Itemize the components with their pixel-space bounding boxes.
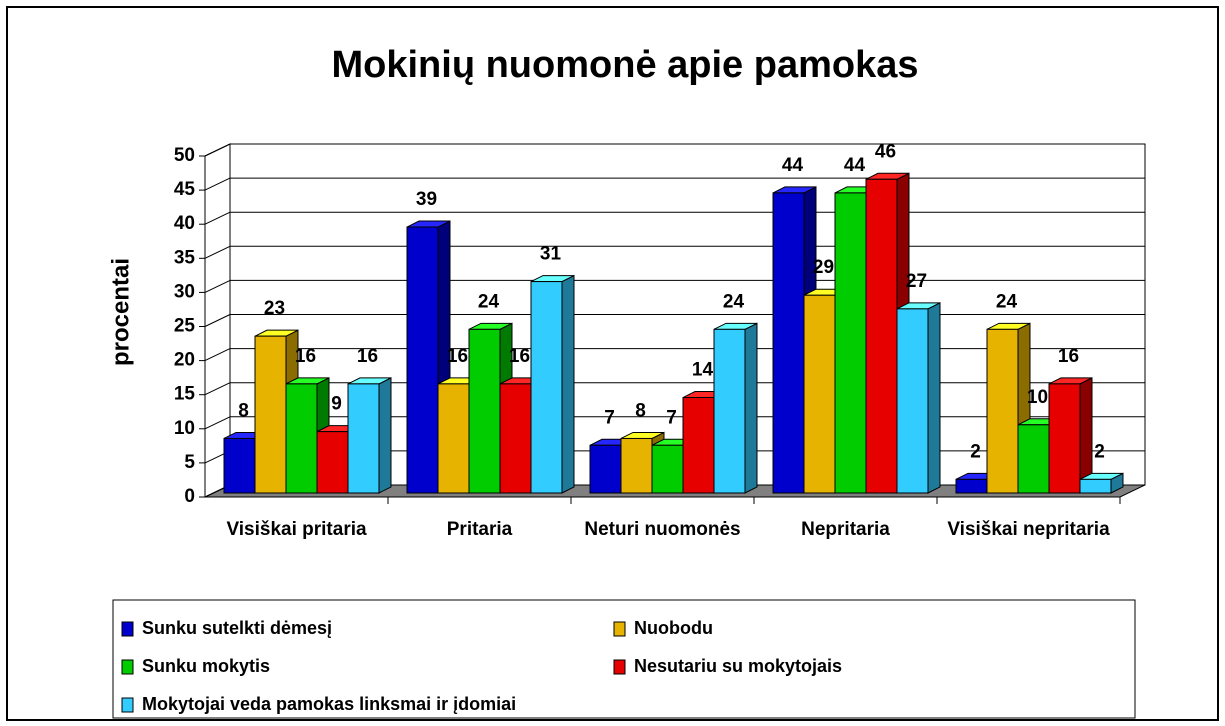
data-label: 29 xyxy=(813,257,834,278)
data-label: 2 xyxy=(970,441,981,462)
bar-side xyxy=(744,322,758,494)
bar xyxy=(437,383,470,494)
bar xyxy=(620,437,653,494)
data-label: 2 xyxy=(1094,441,1105,462)
y-tick-label: 10 xyxy=(174,418,195,439)
legend-swatch xyxy=(121,659,134,675)
bar-side xyxy=(927,302,941,494)
x-tick-label: Visiškai nepritaria xyxy=(947,519,1110,540)
bar-side xyxy=(561,274,575,494)
bar xyxy=(713,328,746,494)
y-tick-label: 40 xyxy=(174,213,195,234)
legend-swatch xyxy=(121,621,134,637)
data-label: 24 xyxy=(478,291,500,312)
data-label: 44 xyxy=(782,155,804,176)
y-tick-label: 35 xyxy=(174,247,196,268)
y-tick-label: 45 xyxy=(174,179,196,200)
legend-label: Nuobodu xyxy=(634,618,713,638)
data-label: 27 xyxy=(906,271,927,292)
bar xyxy=(1048,383,1081,494)
x-tick-label: Nepritaria xyxy=(801,519,890,540)
x-tick-label: Visiškai pritaria xyxy=(226,519,367,540)
legend-swatch xyxy=(121,697,134,713)
data-label: 39 xyxy=(416,189,437,210)
grid-line xyxy=(204,348,231,362)
data-label: 8 xyxy=(238,400,249,421)
x-tick-label: Pritaria xyxy=(447,519,513,540)
legend-label: Sunku mokytis xyxy=(142,656,270,676)
bar xyxy=(772,192,805,494)
data-label: 10 xyxy=(1027,387,1048,408)
bar xyxy=(530,281,563,494)
y-tick-label: 5 xyxy=(184,452,195,473)
grid-line xyxy=(204,416,231,430)
bar xyxy=(955,478,988,494)
data-label: 7 xyxy=(666,407,677,428)
data-label: 14 xyxy=(692,360,714,381)
bar xyxy=(682,397,715,494)
bar xyxy=(803,294,836,494)
chart-title: Mokinių nuomonė apie pamokas xyxy=(332,44,919,86)
data-label: 24 xyxy=(996,291,1018,312)
data-label: 16 xyxy=(295,346,316,367)
data-label: 46 xyxy=(875,141,896,162)
legend-label: Nesutariu su mokytojais xyxy=(634,656,842,676)
bar xyxy=(1079,478,1112,494)
data-label: 16 xyxy=(357,346,378,367)
data-label: 24 xyxy=(723,291,745,312)
grid-line xyxy=(204,245,231,259)
grid-line xyxy=(204,279,231,293)
data-label: 44 xyxy=(844,155,866,176)
y-tick-label: 15 xyxy=(174,384,196,405)
data-label: 31 xyxy=(540,244,562,265)
y-tick-label: 20 xyxy=(174,350,195,371)
bar xyxy=(589,444,622,494)
bar xyxy=(347,383,380,494)
data-label: 9 xyxy=(331,394,342,415)
grid-line xyxy=(204,177,231,191)
bar xyxy=(834,192,867,494)
grid-line xyxy=(204,211,231,225)
legend-swatch xyxy=(613,659,626,675)
legend-box xyxy=(112,599,1136,719)
grid-line xyxy=(204,143,231,157)
legend-swatch xyxy=(613,621,626,637)
bar xyxy=(285,383,318,494)
bar-side xyxy=(378,377,392,494)
x-tick-label: Neturi nuomonės xyxy=(584,519,740,540)
bar xyxy=(865,178,898,494)
bar xyxy=(316,431,349,494)
data-label: 16 xyxy=(1058,346,1079,367)
y-tick-label: 25 xyxy=(174,316,196,337)
legend-label: Sunku sutelkti dėmesį xyxy=(142,618,332,638)
bar xyxy=(254,335,287,494)
y-axis-label: procentai xyxy=(107,258,134,366)
bar xyxy=(223,437,256,494)
data-label: 7 xyxy=(604,407,615,428)
data-label: 8 xyxy=(635,400,646,421)
bar xyxy=(651,444,684,494)
bar xyxy=(468,328,501,494)
legend-label: Mokytojai veda pamokas linksmai ir įdomi… xyxy=(142,694,516,714)
grid-line xyxy=(204,382,231,396)
bar xyxy=(896,308,929,494)
bar xyxy=(1017,424,1050,494)
y-tick-label: 30 xyxy=(174,281,195,302)
data-label: 23 xyxy=(264,298,285,319)
bar xyxy=(499,383,532,494)
bar xyxy=(406,226,439,494)
data-label: 16 xyxy=(509,346,530,367)
data-label: 16 xyxy=(447,346,468,367)
grid-line xyxy=(204,314,231,327)
y-tick-label: 0 xyxy=(184,486,195,507)
y-tick-label: 50 xyxy=(174,145,195,166)
bar xyxy=(986,328,1019,494)
